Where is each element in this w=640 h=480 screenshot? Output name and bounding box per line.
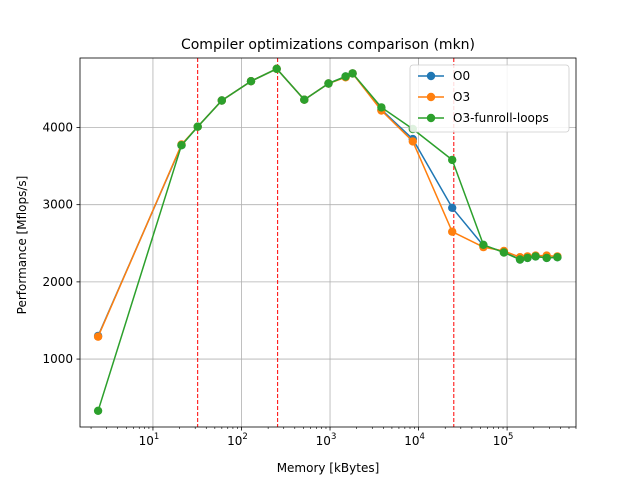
x-tick-label: 102	[227, 432, 248, 448]
data-point	[348, 69, 357, 78]
data-point	[499, 248, 509, 257]
x-tick-label: 101	[139, 432, 160, 448]
data-point	[341, 72, 350, 81]
data-point	[531, 252, 540, 261]
legend: O0 O3 O3-funroll-loops	[409, 64, 570, 133]
y-tick-label: 4000	[42, 120, 73, 134]
data-point	[246, 77, 256, 86]
data-point	[93, 332, 103, 341]
y-axis-label: Performance [Mflops/s]	[15, 176, 29, 315]
data-point	[217, 96, 226, 105]
data-point	[479, 240, 488, 249]
x-tick-label: 104	[404, 432, 425, 448]
data-point	[515, 255, 525, 264]
ticks: 101 102 103 104 105 1000 2000 3000 4000	[42, 120, 577, 448]
legend-swatch-marker	[426, 92, 436, 102]
data-point	[448, 155, 457, 165]
data-point	[324, 79, 333, 88]
data-point	[177, 141, 186, 150]
data-point	[300, 95, 309, 104]
data-point	[542, 253, 551, 263]
data-point	[523, 253, 532, 263]
data-point	[377, 103, 386, 112]
y-tick-label: 3000	[42, 198, 73, 212]
legend-label: O0	[453, 69, 470, 83]
data-point	[93, 406, 103, 415]
plot-frame	[79, 57, 577, 428]
x-tick-label: 103	[316, 432, 337, 448]
y-tick-label: 2000	[42, 275, 73, 289]
data-point	[448, 227, 457, 236]
x-axis-label: Memory [kBytes]	[277, 461, 380, 475]
x-tick-label: 105	[493, 432, 514, 448]
chart-title: Compiler optimizations comparison (mkn)	[181, 37, 475, 53]
data-point	[448, 203, 457, 212]
legend-swatch-marker	[426, 71, 436, 81]
y-tick-label: 1000	[42, 352, 73, 366]
legend-box	[409, 64, 570, 133]
data-point	[272, 64, 281, 74]
data-point	[193, 122, 202, 131]
data-point	[553, 253, 562, 262]
data-point	[408, 137, 417, 146]
legend-label: O3	[453, 90, 470, 104]
legend-label: O3-funroll-loops	[453, 111, 549, 125]
legend-swatch-marker	[426, 113, 436, 123]
